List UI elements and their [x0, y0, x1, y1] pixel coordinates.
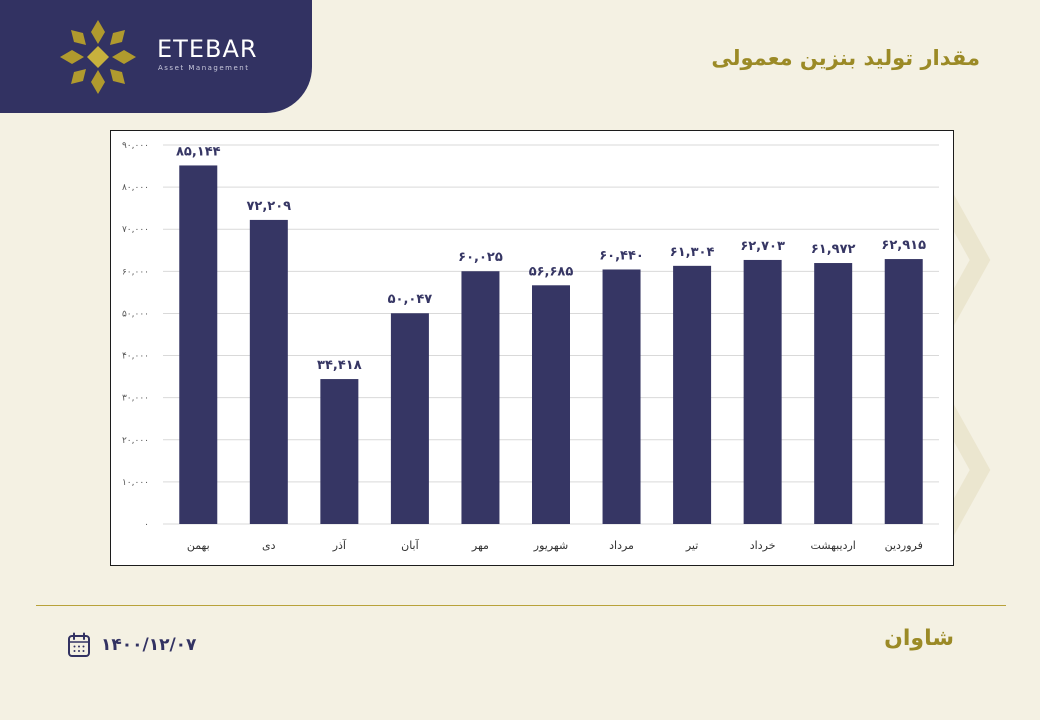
x-tick-label: آبان: [401, 538, 419, 552]
y-tick-label: ۲۰,۰۰۰: [122, 436, 149, 446]
bar: [743, 259, 782, 524]
data-label: ۶۰,۴۴۰: [599, 248, 644, 263]
x-tick-label: دی: [262, 539, 276, 552]
bar: [390, 313, 429, 524]
y-tick-label: ۵۰,۰۰۰: [122, 309, 149, 319]
data-label: ۳۴,۴۱۸: [317, 358, 362, 373]
bar: [814, 263, 853, 524]
x-tick-label: آذر: [332, 538, 347, 552]
etebar-leaf-logo-icon: [60, 20, 136, 94]
footer-divider: [36, 605, 1006, 606]
page-title: مقدار تولید بنزین معمولی: [711, 46, 980, 70]
data-label: ۸۵,۱۴۴: [176, 144, 221, 159]
y-tick-label: ۸۰,۰۰۰: [122, 183, 149, 193]
bar: [179, 165, 218, 524]
y-tick-label: ۱۰,۰۰۰: [122, 478, 149, 488]
x-tick-label: اردیبهشت: [811, 539, 856, 552]
x-tick-label: مهر: [471, 539, 489, 552]
calendar-icon: [68, 632, 90, 657]
x-tick-label: فروردین: [885, 539, 923, 552]
data-label: ۶۱,۹۷۲: [811, 242, 856, 257]
y-tick-label: ۹۰,۰۰۰: [122, 141, 149, 151]
data-label: ۶۱,۳۰۴: [670, 245, 715, 260]
y-tick-label: ۴۰,۰۰۰: [122, 352, 149, 362]
x-tick-label: خرداد: [750, 539, 776, 552]
y-tick-label: ۶۰,۰۰۰: [122, 267, 149, 277]
x-tick-label: مرداد: [609, 539, 634, 552]
data-label: ۶۰,۰۲۵: [458, 250, 503, 265]
x-tick-label: تیر: [685, 539, 698, 552]
bar: [884, 259, 923, 524]
data-label: ۶۲,۷۰۳: [740, 239, 785, 254]
bar: [673, 265, 712, 524]
chart-container: ۰ ۱۰,۰۰۰ ۲۰,۰۰۰ ۳۰,۰۰۰ ۴۰,۰۰۰ ۵۰,۰۰۰ ۶۰,۰۰۰ ۷۰,…: [110, 130, 954, 566]
footer-brand: شاوان: [884, 626, 954, 651]
data-label: ۵۶,۶۸۵: [529, 264, 574, 279]
report-date: ۱۴۰۰/۱۲/۰۷: [101, 635, 197, 655]
data-label: ۶۲,۹۱۵: [881, 238, 926, 253]
bar: [602, 269, 641, 524]
brand-subtitle: Asset Management: [158, 64, 250, 72]
logo-panel: ETEBAR Asset Management: [0, 0, 312, 113]
data-label: ۵۰,۰۴۷: [388, 292, 433, 307]
bar: [320, 379, 359, 524]
brand-name: ETEBAR: [157, 35, 258, 63]
data-label: ۷۲,۲۰۹: [247, 199, 292, 214]
y-tick-label: ۰: [144, 520, 149, 530]
x-tick-label: شهریور: [533, 539, 568, 552]
y-tick-label: ۳۰,۰۰۰: [122, 394, 149, 404]
bar: [249, 219, 288, 525]
date-block: ۱۴۰۰/۱۲/۰۷: [67, 630, 196, 660]
y-tick-label: ۷۰,۰۰۰: [122, 225, 149, 235]
bar-chart: ۰ ۱۰,۰۰۰ ۲۰,۰۰۰ ۳۰,۰۰۰ ۴۰,۰۰۰ ۵۰,۰۰۰ ۶۰,۰۰۰ ۷۰,…: [122, 141, 939, 552]
bar: [532, 285, 570, 524]
bar: [461, 271, 500, 524]
x-tick-label: بهمن: [187, 539, 210, 552]
